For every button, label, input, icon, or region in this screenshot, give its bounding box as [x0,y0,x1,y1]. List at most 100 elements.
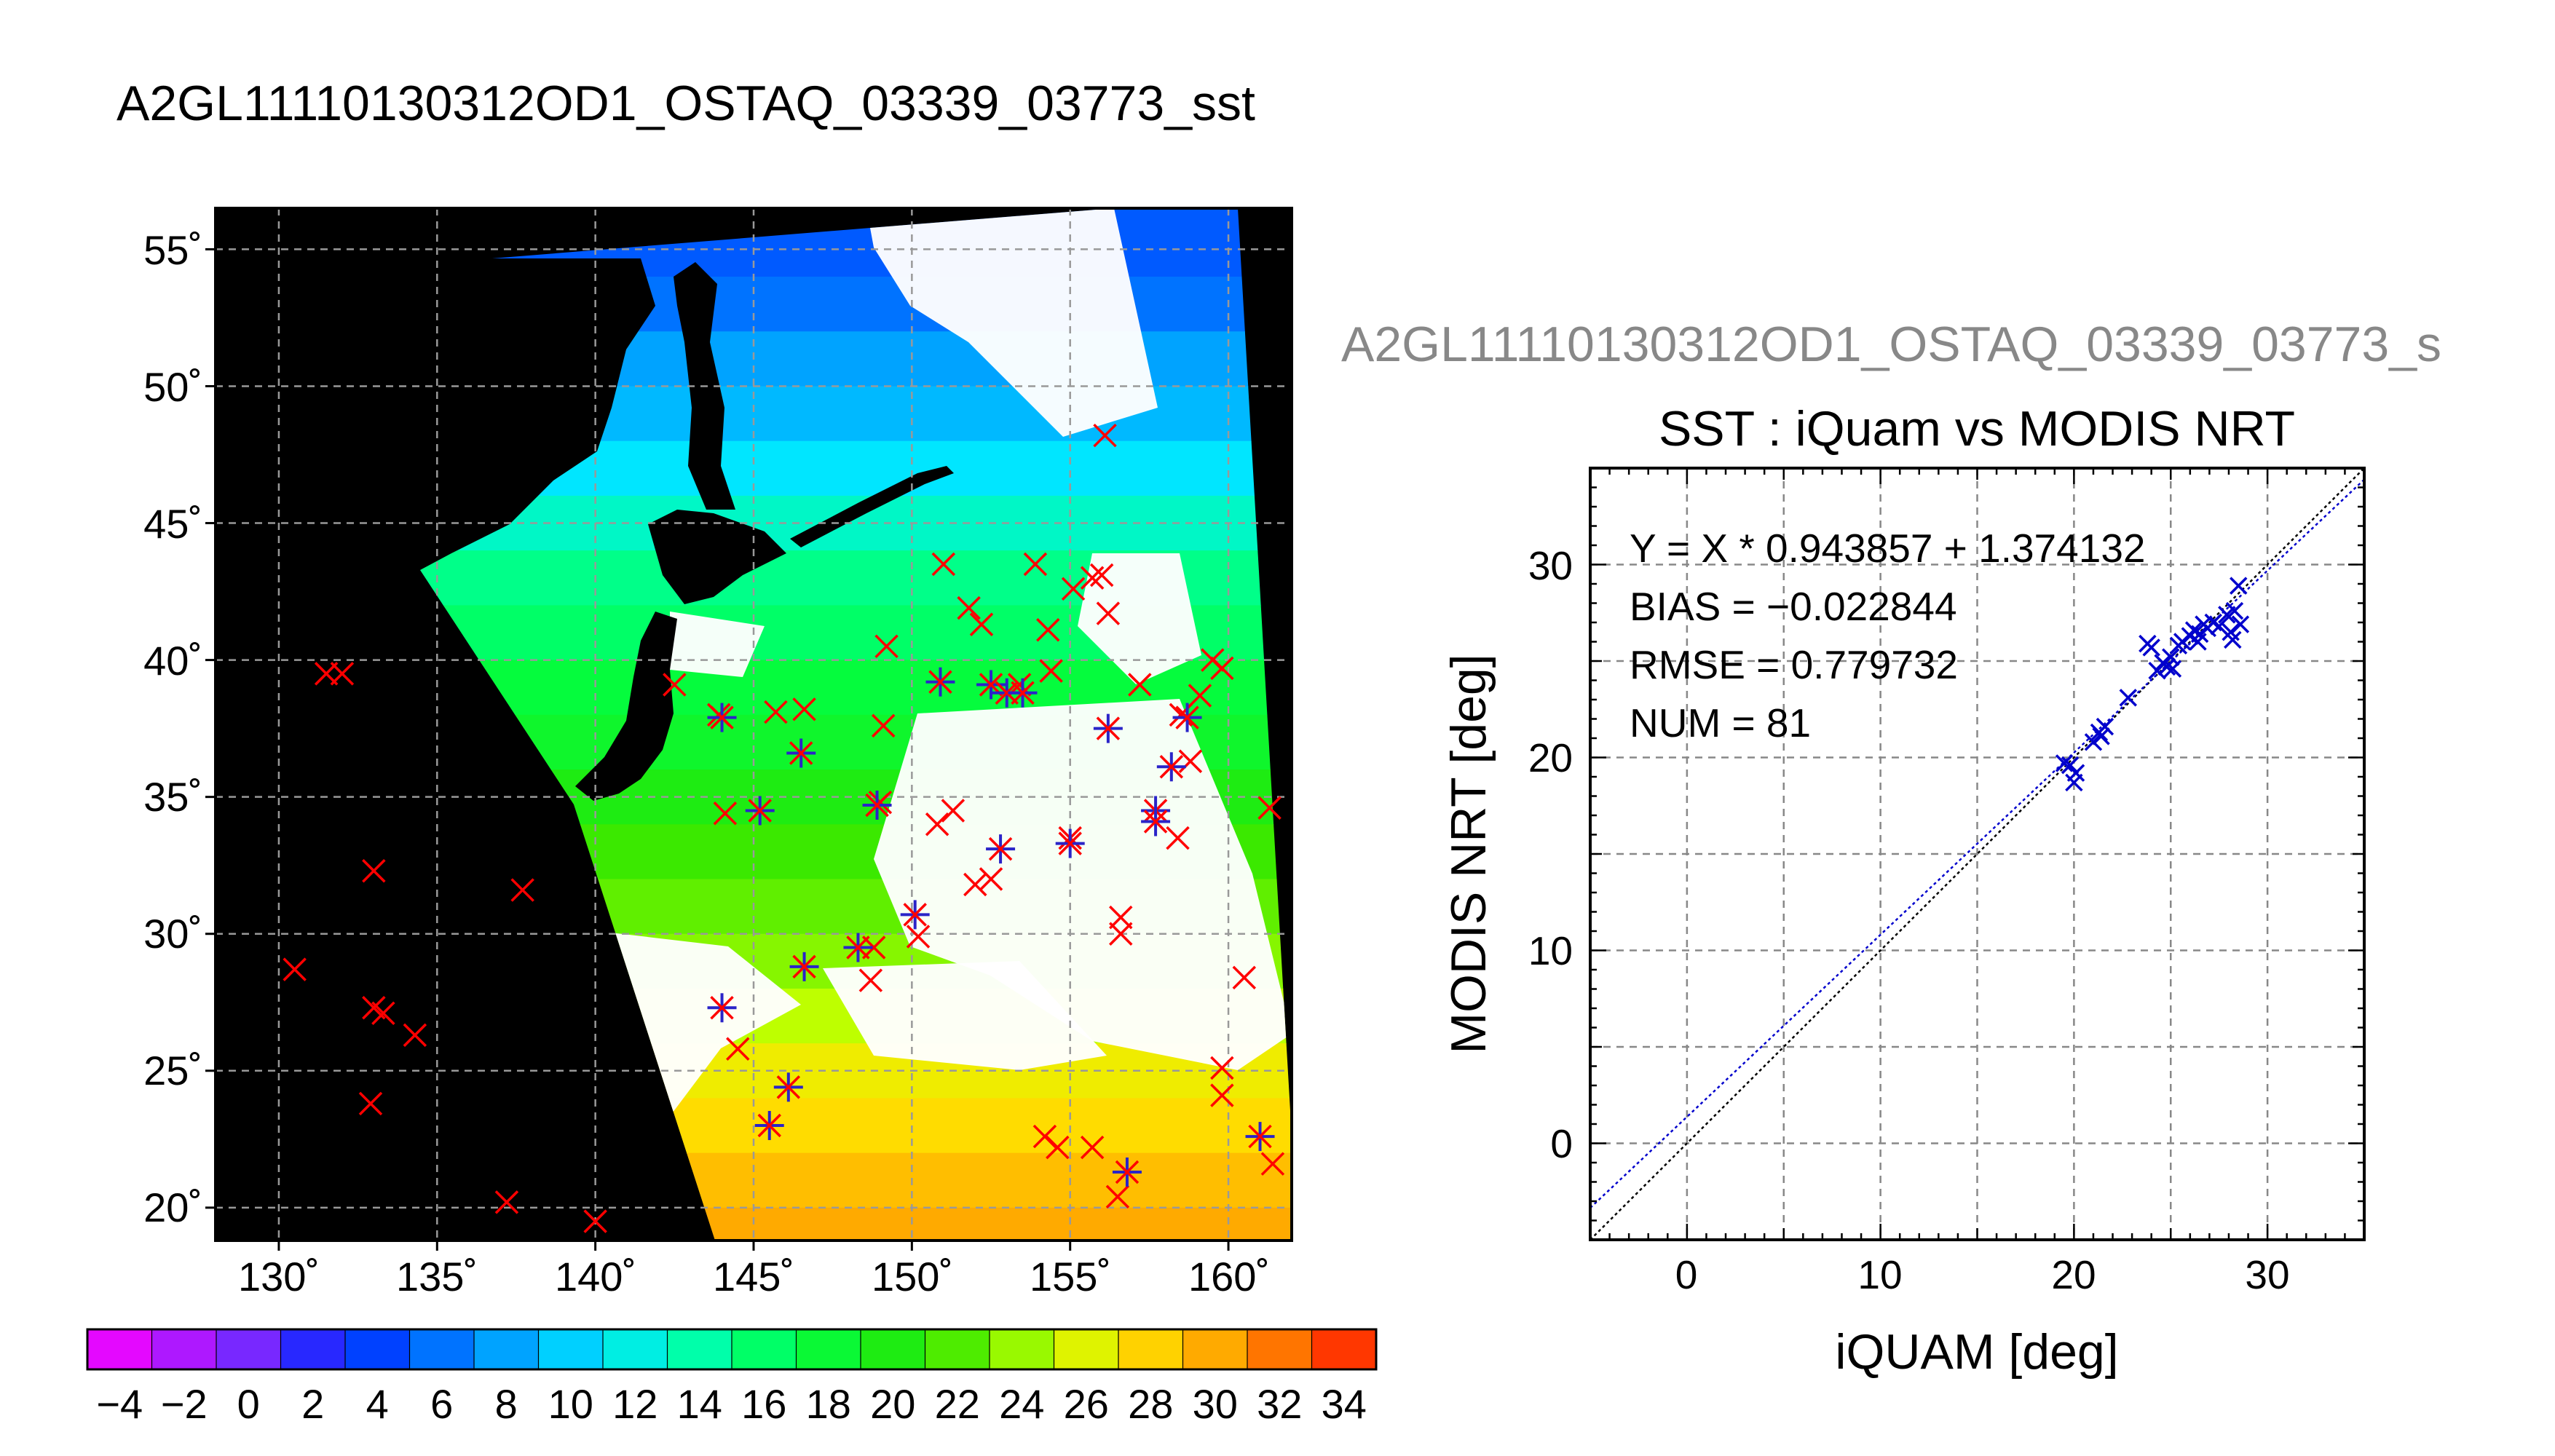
colorbar-cell [666,1329,733,1370]
in-situ-marker [931,552,956,577]
colorbar-frame [86,1328,1378,1371]
lat-label: 55˚ [143,227,202,273]
scatter-subtitle: A2GL11110130312OD1_OSTAQ_03339_03773_s [1341,317,2441,372]
sst-map: 55˚ 50˚ 45˚ 40˚ 35˚ 30˚ 25˚ 20˚ 130˚ 135… [143,207,1293,1299]
matchup-marker [976,670,1006,700]
x-tick-label: 30 [2245,1252,2289,1297]
x-tick-label: 20 [2051,1252,2096,1297]
in-situ-marker [1036,617,1060,642]
matchup-marker [843,933,873,962]
in-situ-marker [906,925,931,949]
colorbar-cells [87,1329,1378,1370]
land-mask [420,258,954,801]
colorbar-cell [537,1329,604,1370]
scatter-point [2148,662,2166,680]
colorbar-tick-label: 18 [806,1381,851,1427]
figure-title: A2GL11110130312OD1_OSTAQ_03339_03773_sst [117,76,1255,131]
in-situ-marker [1210,1083,1234,1107]
colorbar-tick-label: 32 [1257,1381,1302,1427]
matchup-marker [1156,752,1186,782]
x-axis-label: iQUAM [deg] [1835,1324,2118,1380]
lat-label: 20˚ [143,1184,202,1230]
in-situ-marker [663,673,687,697]
landmass [575,612,677,801]
landmass [648,510,786,604]
in-situ-marker [1109,905,1133,930]
lon-label: 145˚ [713,1254,794,1299]
lon-label: 130˚ [238,1254,320,1299]
map-markers [283,423,1285,1233]
colorbar-tick-label: 20 [870,1381,915,1427]
colorbar-tick-label: 28 [1128,1381,1173,1427]
map-ticks [205,248,1230,1251]
scatter-point [2092,727,2110,745]
colorbar-cell [1118,1329,1184,1370]
colorbar-tick-label: −4 [96,1381,143,1427]
in-situ-marker [362,858,386,883]
bias-stat: BIAS = −0.022844 [1630,584,1957,629]
in-situ-marker [963,872,987,897]
cloud-region [874,699,1292,1070]
colorbar-cell [1311,1329,1378,1370]
in-situ-marker [726,1037,750,1061]
in-situ-marker [358,1091,383,1116]
colorbar-cell [408,1329,475,1370]
in-situ-marker [403,1023,427,1048]
in-situ-marker [713,802,738,826]
y-axis-label: MODIS NRT [deg] [1441,654,1496,1053]
in-situ-marker [1023,552,1048,577]
colorbar-tick-label: 12 [612,1381,657,1427]
matchup-marker [707,993,737,1023]
lon-label: 155˚ [1030,1254,1111,1299]
colorbar-tick-label: 4 [366,1381,389,1427]
x-tick-label: 0 [1675,1252,1698,1297]
matchup-marker [707,703,737,732]
colorbar-tick-label: 30 [1193,1381,1238,1427]
regression-lines [1590,468,2364,1240]
colorbar-cell [795,1329,862,1370]
colorbar-cell [1247,1329,1313,1370]
colorbar-tick-label: 10 [548,1381,593,1427]
in-situ-marker [858,968,883,992]
in-situ-marker [1257,796,1282,820]
latitude-labels: 55˚ 50˚ 45˚ 40˚ 35˚ 30˚ 25˚ 20˚ [143,227,202,1230]
landmass [420,258,655,570]
lat-label: 30˚ [143,911,202,957]
colorbar-cell [1053,1329,1120,1370]
in-situ-marker [1260,1152,1285,1176]
matchup-marker [986,834,1016,864]
in-situ-marker [283,957,307,981]
scatter-point [2096,717,2114,736]
lat-label: 50˚ [143,364,202,410]
x-tick-label: 10 [1857,1252,1902,1297]
colorbar-cell [860,1329,926,1370]
matchup-marker [1112,1157,1142,1187]
scatter-point [2055,754,2074,772]
colorbar: −4 −2 0 2 4 6 8 10 12 14 16 18 20 22 24 26 28 30 32 34 [86,1328,1378,1427]
scatter-points [2055,577,2250,792]
in-situ-marker [979,867,1003,891]
longitude-labels: 130˚ 135˚ 140˚ 145˚ 150˚ 155˚ 160˚ [238,1254,1270,1299]
colorbar-cell [602,1329,668,1370]
in-situ-marker [1232,965,1257,990]
scatter-point [2061,756,2080,775]
matchup-marker [1093,713,1123,743]
in-situ-marker [371,1001,395,1026]
colorbar-tick-label: 14 [677,1381,722,1427]
in-situ-marker [764,700,788,724]
colorbar-tick-label: 26 [1064,1381,1109,1427]
in-situ-marker [1080,1135,1105,1160]
fit-line [1590,478,2364,1209]
colorbar-cell [473,1329,540,1370]
matchup-marker [1245,1122,1275,1152]
lon-label: 140˚ [555,1254,636,1299]
matchup-marker [1141,807,1171,836]
x-tick-labels: 0 10 20 30 [1675,1252,2290,1297]
in-situ-marker [1178,749,1203,774]
matchup-marker [1055,828,1085,858]
in-situ-marker [941,799,965,823]
in-situ-marker [1109,922,1133,946]
scatter-point [2224,630,2242,649]
in-situ-marker [510,878,534,902]
